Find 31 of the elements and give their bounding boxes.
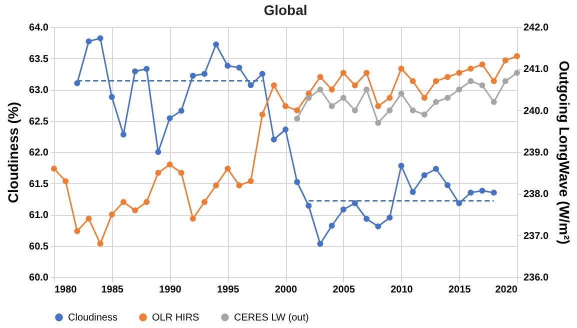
- x-tick-label: 1995: [217, 284, 240, 296]
- y2-tick-label: 239.0: [524, 148, 549, 158]
- y-tick-label: 61.0: [29, 210, 49, 221]
- y-tick-label: 60.5: [29, 241, 49, 252]
- y2-tick-label: 241.0: [524, 64, 549, 76]
- y2-axis-title: Outgoing LongWave (W/m²): [556, 60, 573, 244]
- y2-tick-label: 237.0: [524, 230, 549, 242]
- y2-tick-label: 238.0: [524, 189, 549, 200]
- y-tick-label: 60.0: [29, 272, 49, 284]
- y-axis-title: Cloudiness (%): [5, 102, 22, 204]
- x-tick-label: 2005: [332, 284, 356, 296]
- y-tick-label: 63.0: [29, 85, 49, 96]
- x-tick-label: 1980: [54, 284, 78, 296]
- legend-label: OLR HIRS: [152, 312, 200, 324]
- y-tick-label: 61.5: [29, 178, 49, 190]
- y-tick-label: 64.0: [29, 22, 49, 34]
- y2-tick-label: 236.0: [524, 272, 549, 284]
- y-tick-label: 62.5: [29, 116, 49, 128]
- y-tick-label: 62.0: [29, 148, 49, 158]
- x-tick-label: 2020: [495, 284, 518, 296]
- x-tick-label: 2010: [390, 284, 414, 296]
- y-tick-label: 63.5: [29, 54, 49, 65]
- x-tick-label: 1990: [159, 284, 182, 296]
- legend-label: CERES LW (out): [234, 312, 309, 324]
- x-tick-label: 2015: [448, 284, 472, 296]
- y2-tick-label: 240.0: [524, 106, 549, 117]
- legend-label: Cloudiness: [68, 312, 118, 324]
- y2-tick-label: 242.0: [524, 22, 549, 34]
- x-tick-label: 1985: [101, 284, 124, 296]
- chart-title: Global: [264, 2, 308, 18]
- x-tick-label: 2000: [274, 284, 298, 296]
